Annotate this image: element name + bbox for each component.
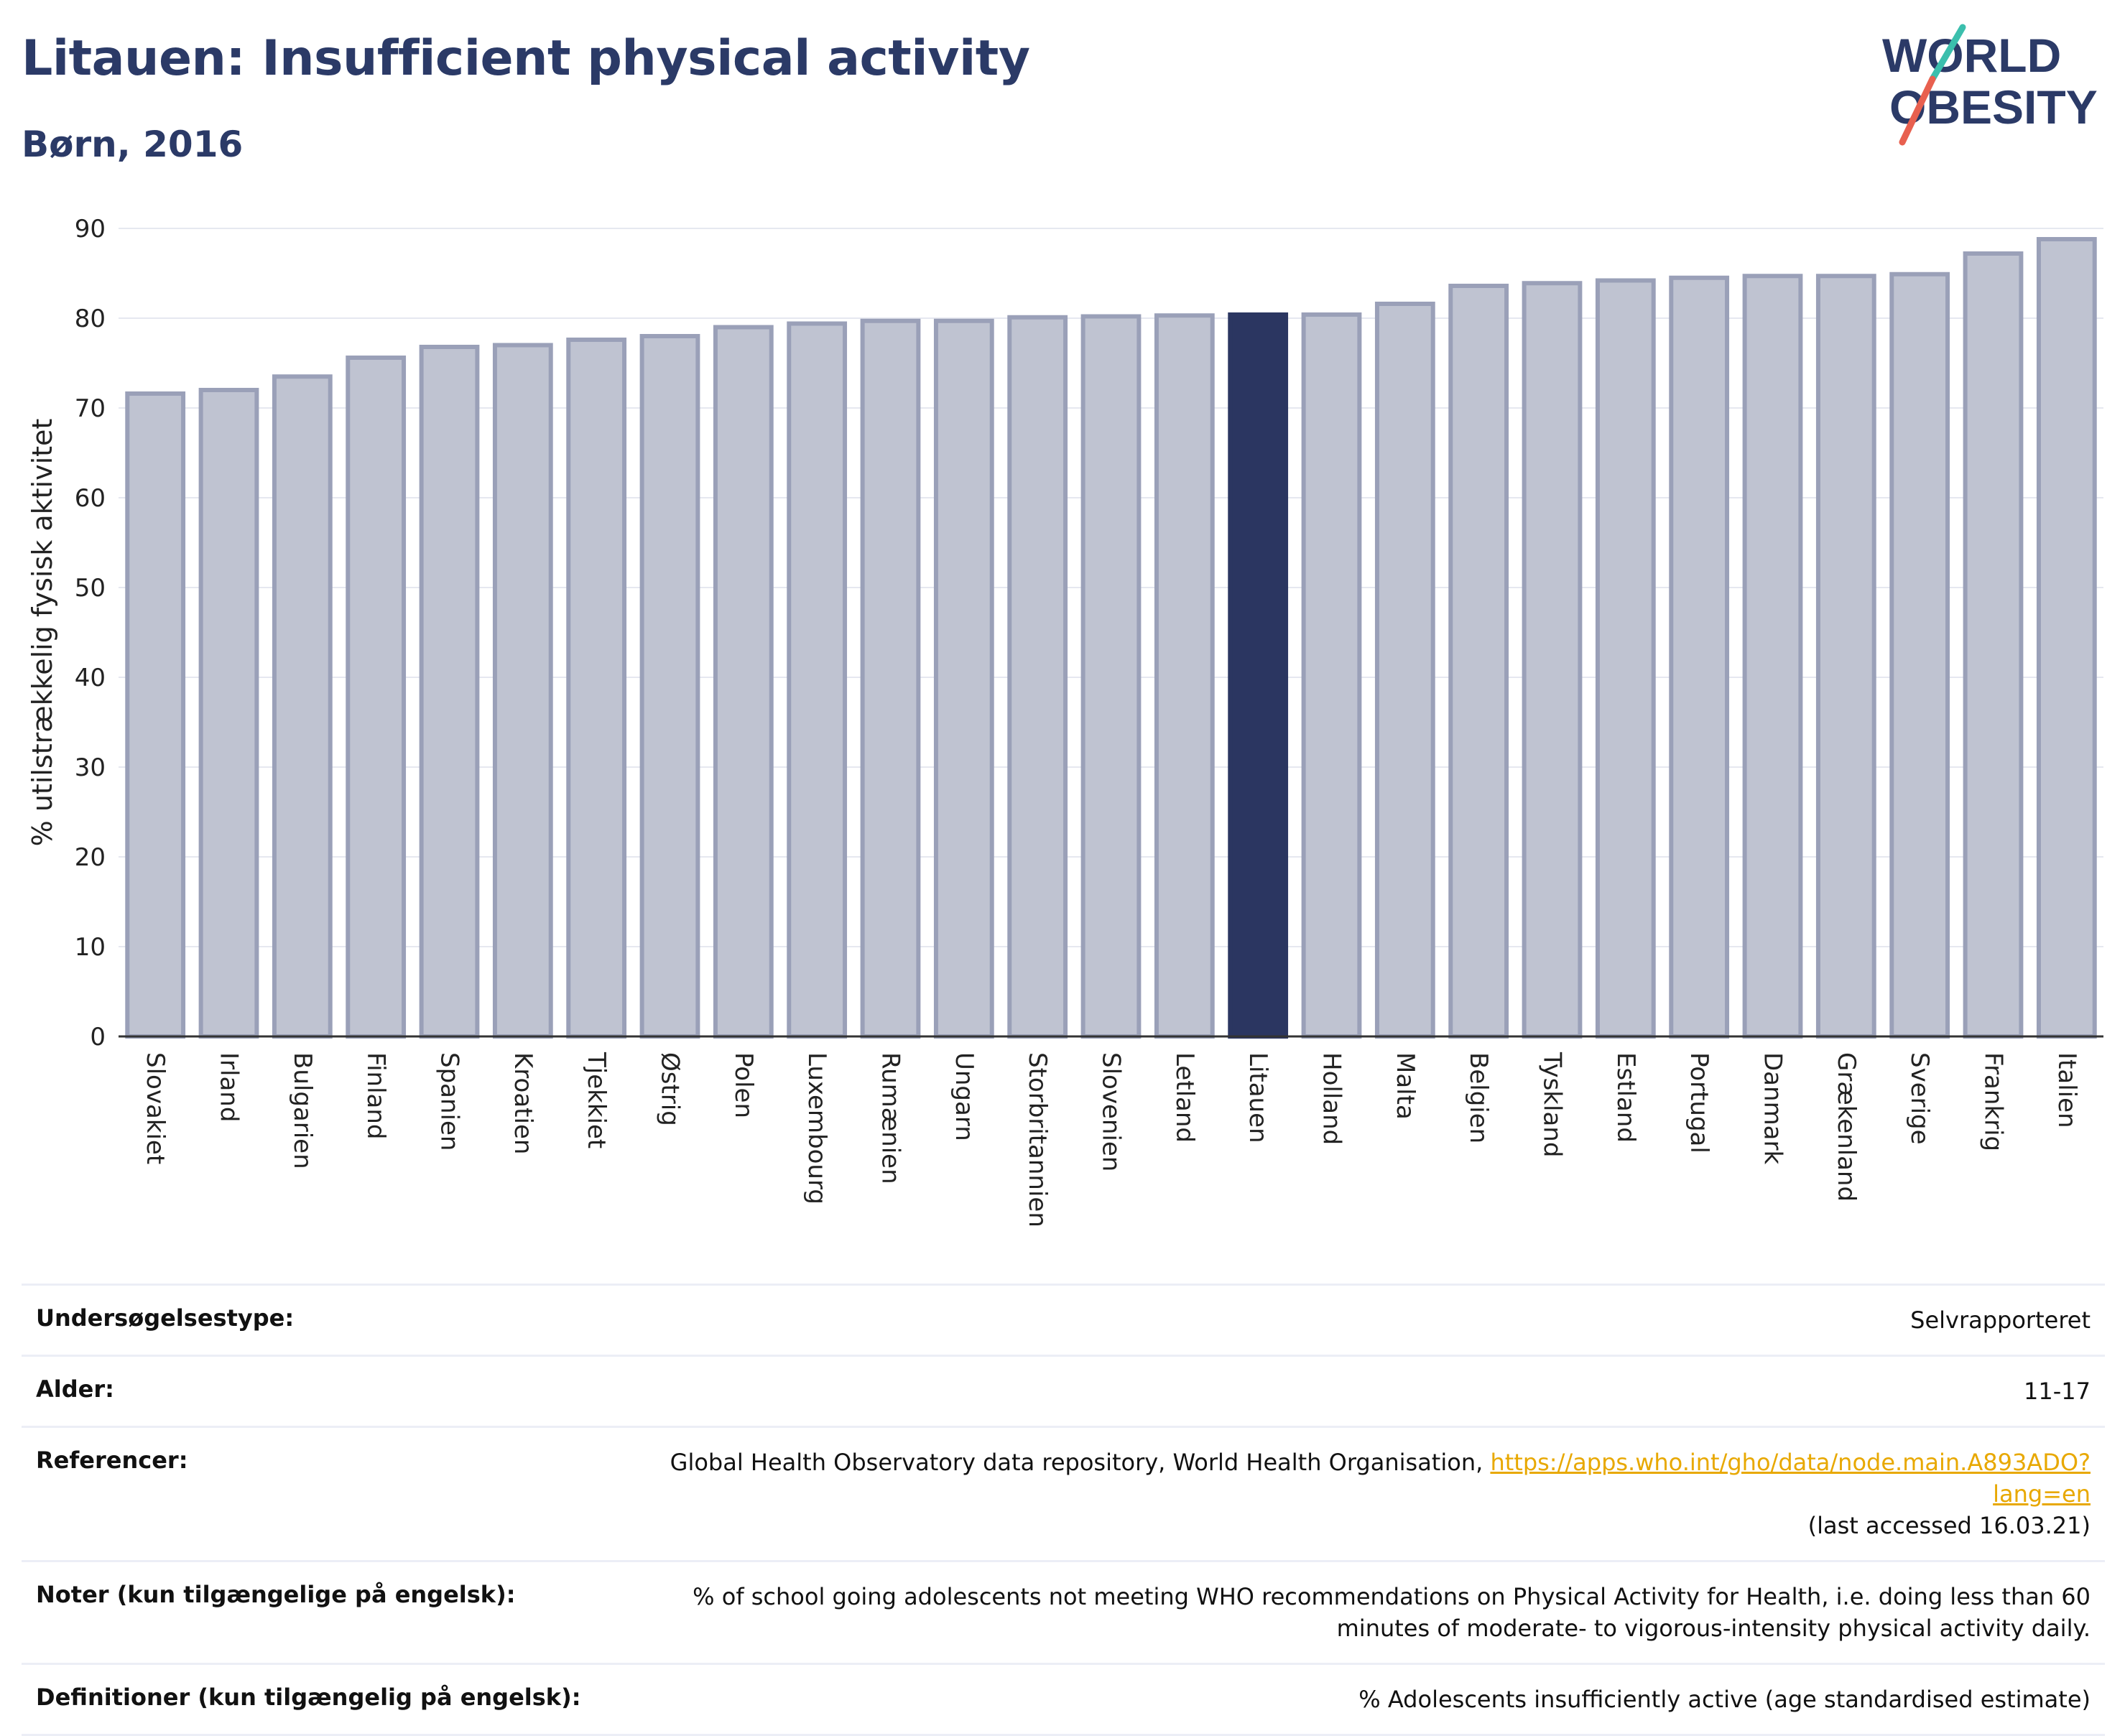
meta-row-notes: Noter (kun tilgængelige på engelsk): % o… bbox=[22, 1560, 2105, 1664]
logo-slash-teal bbox=[1929, 24, 1966, 83]
y-tick-label: 70 bbox=[75, 394, 106, 423]
meta-key: Alder: bbox=[22, 1355, 596, 1427]
x-tick-label: Tyskland bbox=[1538, 1052, 1567, 1157]
bar-portugal bbox=[1669, 275, 1730, 1039]
x-tick-label: Tjekkiet bbox=[582, 1052, 611, 1148]
x-tick-label: Danmark bbox=[1759, 1052, 1787, 1164]
x-tick-label: Polen bbox=[729, 1052, 758, 1118]
x-tick-label: Malta bbox=[1391, 1052, 1420, 1120]
x-tick-label: Luxembourg bbox=[802, 1052, 831, 1204]
bar-malta bbox=[1374, 302, 1435, 1039]
x-tick-label: Slovakiet bbox=[141, 1052, 170, 1164]
bar-kroatien bbox=[492, 343, 553, 1039]
meta-row-references: Referencer: Global Health Observatory da… bbox=[22, 1426, 2105, 1561]
bar-luxembourg bbox=[787, 321, 848, 1039]
chart-subtitle: Børn, 2016 bbox=[22, 124, 244, 165]
bar-grækenland bbox=[1815, 274, 1876, 1039]
x-tick-label: Estland bbox=[1611, 1052, 1640, 1143]
bar-sverige bbox=[1889, 271, 1950, 1039]
meta-value: Global Health Observatory data repositor… bbox=[596, 1426, 2105, 1561]
meta-row-definitions: Definitioner (kun tilgængelig på engelsk… bbox=[22, 1663, 2105, 1736]
y-tick-label: 90 bbox=[75, 215, 106, 243]
x-tick-label: Irland bbox=[215, 1052, 244, 1122]
bar-rumænien bbox=[860, 318, 921, 1039]
x-tick-label: Bulgarien bbox=[288, 1052, 317, 1169]
x-tick-label: Østrig bbox=[656, 1052, 685, 1126]
world-obesity-logo: WORLD OBESITY bbox=[1882, 24, 2098, 146]
bar-finland bbox=[346, 356, 407, 1039]
bar-litauen bbox=[1228, 312, 1289, 1039]
bar-spanien bbox=[419, 345, 480, 1039]
meta-value: Selvrapporteret bbox=[596, 1284, 2105, 1356]
chart-title: Litauen: Insufficient physical activity bbox=[22, 30, 1030, 87]
x-tick-label: Kroatien bbox=[509, 1052, 537, 1154]
x-tick-label: Rumænien bbox=[876, 1052, 905, 1184]
meta-key: Definitioner (kun tilgængelig på engelsk… bbox=[22, 1663, 596, 1736]
bar-polen bbox=[713, 325, 774, 1039]
bar-letland bbox=[1154, 313, 1215, 1039]
meta-value: % Adolescents insufficiently active (age… bbox=[596, 1663, 2105, 1736]
logo-line-1: WORLD bbox=[1882, 29, 2061, 82]
y-tick-label: 60 bbox=[75, 484, 106, 513]
meta-value: 11-17 bbox=[596, 1355, 2105, 1427]
x-tick-label: Letland bbox=[1170, 1052, 1199, 1143]
bar-belgien bbox=[1448, 284, 1509, 1039]
x-tick-label: Grækenland bbox=[1832, 1052, 1861, 1202]
bar-estland bbox=[1595, 278, 1656, 1039]
y-tick-label: 80 bbox=[75, 305, 106, 333]
meta-key: Undersøgelsestype: bbox=[22, 1284, 596, 1356]
y-tick-label: 10 bbox=[75, 933, 106, 962]
reference-text: Global Health Observatory data repositor… bbox=[670, 1449, 1483, 1476]
x-tick-label: Belgien bbox=[1464, 1052, 1493, 1143]
bar-danmark bbox=[1742, 274, 1803, 1039]
y-tick-label: 40 bbox=[75, 664, 106, 692]
bar-tyskland bbox=[1522, 281, 1583, 1039]
meta-row-survey-type: Undersøgelsestype: Selvrapporteret bbox=[22, 1284, 2105, 1356]
bar-italien bbox=[2036, 237, 2097, 1039]
x-tick-label: Sverige bbox=[1905, 1052, 1934, 1145]
x-tick-label: Ungarn bbox=[950, 1052, 978, 1141]
meta-key: Referencer: bbox=[22, 1426, 596, 1561]
meta-row-age: Alder: 11-17 bbox=[22, 1355, 2105, 1427]
bar-irland bbox=[198, 388, 259, 1039]
reference-link[interactable]: https://apps.who.int/gho/data/node.main.… bbox=[1490, 1449, 2091, 1508]
x-tick-label: Spanien bbox=[435, 1052, 464, 1151]
y-axis-label: % utilstrækkelig fysisk aktivitet bbox=[27, 419, 58, 847]
bar-bulgarien bbox=[272, 374, 333, 1039]
bar-frankrig bbox=[1963, 251, 2024, 1039]
bar-storbritannien bbox=[1007, 315, 1068, 1039]
meta-value: % of school going adolescents not meetin… bbox=[596, 1560, 2105, 1664]
bar-ungarn bbox=[933, 318, 994, 1039]
bar-chart: 0 10 20 30 40 50 60 70 80 90 Slovakiet Irland Bulgar… bbox=[27, 215, 2103, 1227]
bar-tjekkiet bbox=[566, 338, 627, 1039]
x-tick-label: Litauen bbox=[1244, 1052, 1272, 1143]
y-tick-label: 30 bbox=[75, 753, 106, 782]
y-tick-label: 50 bbox=[75, 574, 106, 603]
x-tick-label: Portugal bbox=[1685, 1052, 1713, 1154]
x-tick-label: Storbritannien bbox=[1023, 1052, 1052, 1227]
bar-østrig bbox=[639, 334, 700, 1039]
x-tick-label: Holland bbox=[1318, 1052, 1346, 1145]
x-tick-label: Finland bbox=[361, 1052, 390, 1140]
bar-holland bbox=[1301, 312, 1362, 1039]
x-tick-label: Frankrig bbox=[1979, 1052, 2008, 1151]
meta-key: Noter (kun tilgængelige på engelsk): bbox=[22, 1560, 596, 1664]
x-tick-label: Italien bbox=[2052, 1052, 2081, 1128]
bar-slovenien bbox=[1080, 314, 1142, 1039]
logo-slash-red bbox=[1899, 75, 1936, 146]
reference-accessed: (last accessed 16.03.21) bbox=[1807, 1512, 2091, 1539]
y-tick-label: 20 bbox=[75, 843, 106, 872]
bar-slovakiet bbox=[125, 391, 186, 1039]
x-tick-label: Slovenien bbox=[1097, 1052, 1126, 1171]
y-tick-label: 0 bbox=[90, 1023, 106, 1052]
metadata-table: Undersøgelsestype: Selvrapporteret Alder… bbox=[22, 1284, 2105, 1736]
